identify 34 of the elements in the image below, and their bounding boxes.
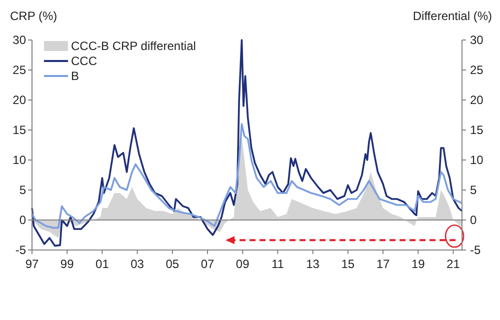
y2-axis-title: Differential (%): [412, 9, 492, 23]
y-tick-label: 20: [12, 93, 26, 108]
y2-tick-label: 5: [470, 183, 477, 198]
y2-tick-label: 15: [470, 123, 484, 138]
y2-tick-label: 25: [470, 63, 484, 78]
x-tick-label: 03: [130, 257, 144, 271]
x-tick-label: 19: [411, 257, 426, 271]
x-tick-label: 21: [446, 257, 460, 271]
y-tick-label: -5: [15, 243, 26, 258]
y-tick-label: 25: [12, 63, 26, 78]
y2-tick-label: 10: [470, 153, 484, 168]
legend-label: B: [71, 69, 80, 84]
x-tick-label: 99: [60, 257, 74, 271]
x-tick-label: 07: [200, 257, 215, 271]
x-tick-label: 11: [271, 257, 284, 271]
x-tick-label: 09: [236, 257, 250, 271]
x-tick-label: 13: [306, 257, 320, 271]
x-tick-label: 97: [25, 257, 39, 271]
y2-tick-label: 0: [470, 213, 477, 228]
y-tick-label: 5: [19, 183, 26, 198]
x-tick-label: 15: [341, 257, 355, 271]
legend-label: CCC: [71, 54, 98, 68]
legend-label: CCC-B CRP differential: [71, 39, 196, 54]
x-tick-label: 01: [96, 257, 110, 271]
y-tick-label: 10: [12, 153, 26, 168]
y2-tick-label: 20: [470, 93, 484, 108]
y-axis-title: CRP (%): [10, 9, 58, 23]
y-tick-label: 0: [19, 213, 26, 228]
y-tick-label: 15: [12, 123, 26, 138]
y2-tick-label: -5: [470, 243, 481, 258]
y2-tick-label: 30: [470, 33, 484, 48]
y-tick-label: 30: [12, 33, 26, 48]
x-tick-label: 17: [376, 257, 390, 271]
x-tick-label: 05: [166, 257, 180, 271]
